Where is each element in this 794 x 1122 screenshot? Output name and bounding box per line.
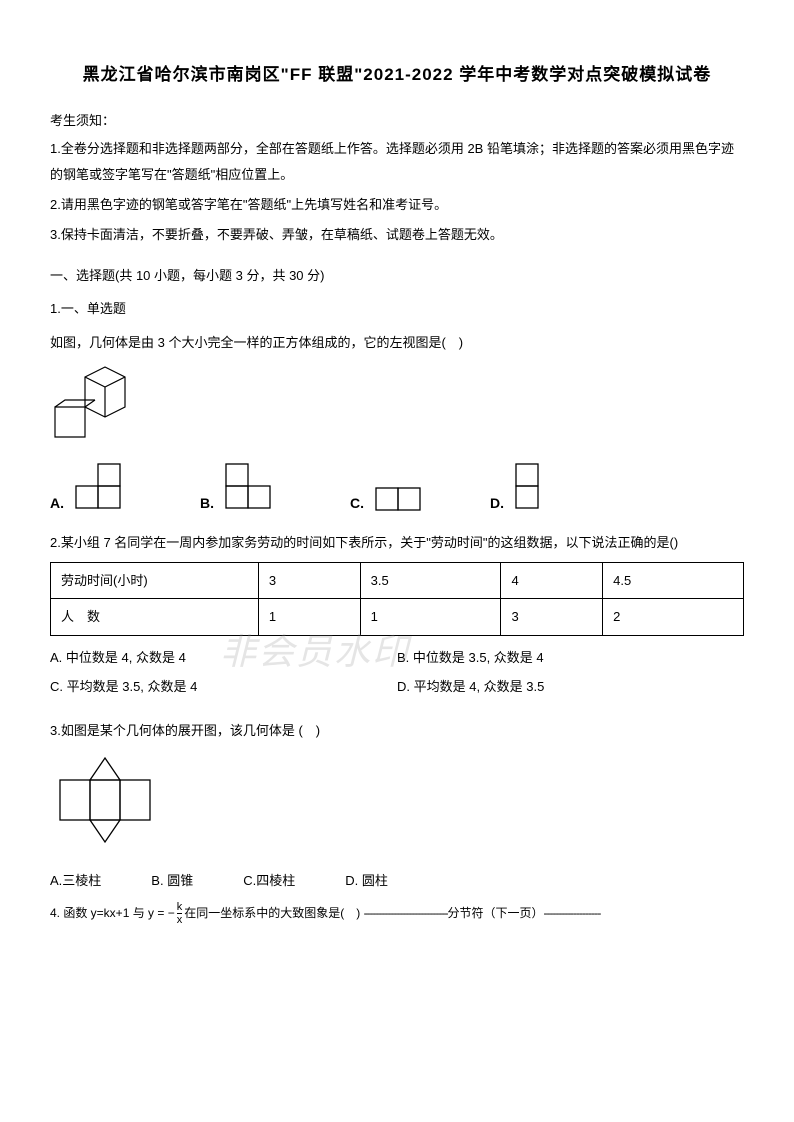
table-row: 人 数 1 1 3 2: [51, 599, 744, 635]
q3-option-a: A.三棱柱: [50, 869, 101, 892]
q3-text: 3.如图是某个几何体的展开图，该几何体是 ( ): [50, 719, 744, 742]
option-label-a: A.: [50, 491, 64, 516]
q2-option-d: D. 平均数是 4, 众数是 3.5: [397, 675, 744, 698]
q3-figure: [50, 750, 744, 857]
page-break-label: 分节符（下一页）: [447, 905, 543, 919]
q1-options: A. B. C. D.: [50, 462, 744, 517]
q1-opt-c-icon: [370, 482, 430, 517]
q4-frac-num: k: [177, 901, 183, 914]
table-cell: 3.5: [360, 562, 501, 598]
option-label-b: B.: [200, 491, 214, 516]
q1-figure: [50, 362, 744, 449]
notice-item-2: 2.请用黑色字迹的钢笔或答字笔在"答题纸"上先填写姓名和准考证号。: [50, 192, 744, 218]
table-cell: 人 数: [51, 599, 259, 635]
q4-text-prefix: 4. 函数 y=kx+1 与 y = −: [50, 905, 175, 919]
table-cell: 2: [603, 599, 744, 635]
q1-option-a: A.: [50, 462, 140, 517]
table-cell: 劳动时间(小时): [51, 562, 259, 598]
table-cell: 1: [258, 599, 360, 635]
q2-options: A. 中位数是 4, 众数是 4 B. 中位数是 3.5, 众数是 4 C. 平…: [50, 646, 744, 705]
option-label-c: C.: [350, 491, 364, 516]
q3-option-d: D. 圆柱: [345, 869, 388, 892]
table-cell: 1: [360, 599, 501, 635]
notice-item-3: 3.保持卡面清洁，不要折叠，不要弄破、弄皱，在草稿纸、试题卷上答题无效。: [50, 222, 744, 248]
q3-option-b: B. 圆锥: [151, 869, 193, 892]
q1-opt-d-icon: [510, 462, 550, 517]
q2-option-c: C. 平均数是 3.5, 众数是 4: [50, 675, 397, 698]
dashline-right: -------------------: [543, 905, 600, 919]
table-cell: 4.5: [603, 562, 744, 598]
table-cell: 4: [501, 562, 603, 598]
q1-option-d: D.: [490, 462, 550, 517]
q3-options: A.三棱柱 B. 圆锥 C.四棱柱 D. 圆柱: [50, 869, 744, 892]
q1-opt-a-icon: [70, 462, 140, 517]
page-title: 黑龙江省哈尔滨市南岗区"FF 联盟"2021-2022 学年中考数学对点突破模拟…: [50, 60, 744, 91]
q4-frac-den: x: [177, 914, 183, 926]
q4-text-suffix: 在同一坐标系中的大致图象是( ): [184, 905, 360, 919]
q1-option-c: C.: [350, 482, 430, 517]
q1-option-b: B.: [200, 462, 290, 517]
q1-number: 1.一、单选题: [50, 297, 744, 320]
dashline-left: ----------------------------: [364, 905, 448, 919]
notice-heading: 考生须知：: [50, 109, 744, 132]
table-cell: 3: [258, 562, 360, 598]
q1-text: 如图，几何体是由 3 个大小完全一样的正方体组成的，它的左视图是( ): [50, 331, 744, 354]
q1-opt-b-icon: [220, 462, 290, 517]
q2-option-b: B. 中位数是 3.5, 众数是 4: [397, 646, 744, 669]
q2-text: 2.某小组 7 名同学在一周内参加家务劳动的时间如下表所示，关于"劳动时间"的这…: [50, 531, 744, 554]
q2-table: 劳动时间(小时) 3 3.5 4 4.5 人 数 1 1 3 2: [50, 562, 744, 636]
table-cell: 3: [501, 599, 603, 635]
q3-option-c: C.四棱柱: [243, 869, 295, 892]
q2-option-a: A. 中位数是 4, 众数是 4: [50, 646, 397, 669]
q4-row: 4. 函数 y=kx+1 与 y = − k x 在同一坐标系中的大致图象是( …: [50, 901, 744, 926]
section-1-heading: 一、选择题(共 10 小题，每小题 3 分，共 30 分): [50, 264, 744, 287]
notice-item-1: 1.全卷分选择题和非选择题两部分，全部在答题纸上作答。选择题必须用 2B 铅笔填…: [50, 136, 744, 188]
table-row: 劳动时间(小时) 3 3.5 4 4.5: [51, 562, 744, 598]
option-label-d: D.: [490, 491, 504, 516]
